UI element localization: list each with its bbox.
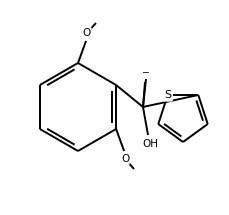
Text: —: — [142,67,148,77]
Text: OH: OH [141,139,157,149]
Text: O: O [82,28,91,38]
Text: S: S [164,90,171,100]
Text: O: O [120,154,129,164]
